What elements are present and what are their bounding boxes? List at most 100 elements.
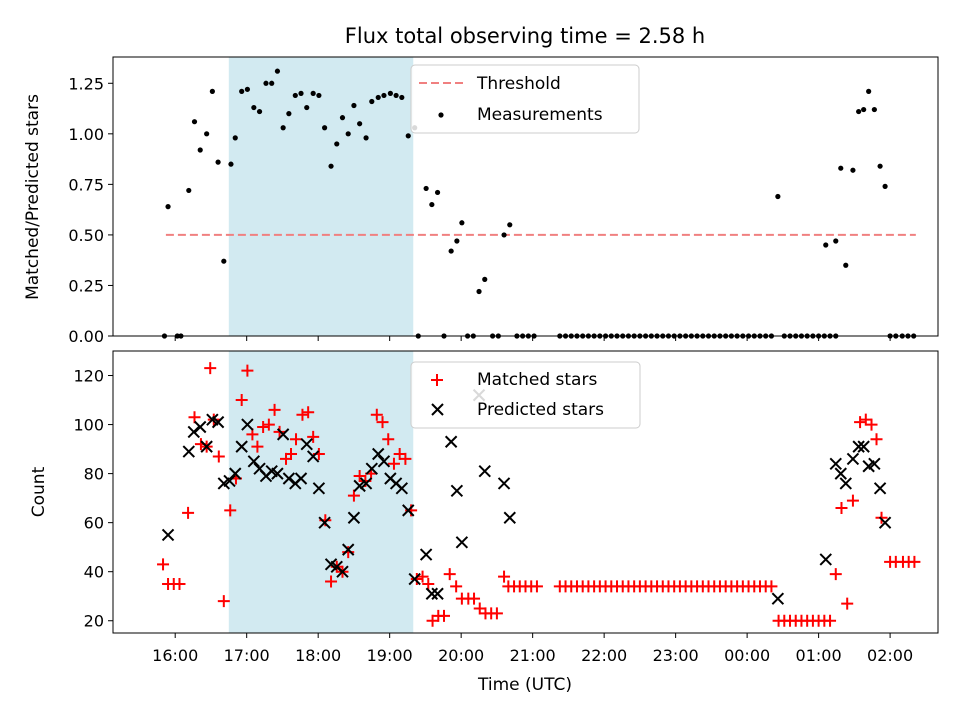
predicted-point — [455, 536, 469, 549]
predicted-point — [839, 477, 852, 490]
measurement-point — [423, 185, 429, 192]
x-tick-label: 17:00 — [224, 646, 270, 665]
measurement-point — [501, 232, 507, 238]
measurement-point — [459, 220, 465, 226]
top-axes-frame — [112, 56, 939, 337]
bottom-y-axis: 20 40 60 80 100 120 — [73, 367, 113, 631]
measurement-point — [186, 187, 192, 194]
measurement-point — [292, 92, 298, 99]
measurement-point — [328, 163, 334, 169]
predicted-point — [425, 587, 439, 600]
top-x-ticks — [174, 336, 891, 341]
matched-point — [829, 568, 842, 581]
y-tick-label: 1.25 — [68, 74, 104, 93]
measurement-point — [877, 163, 883, 169]
predicted-point — [868, 457, 881, 471]
measurement-point — [256, 108, 263, 115]
ratio-panel: 0.00 0.25 0.50 0.75 1.00 1.25 Matched/Predict… — [23, 56, 939, 346]
matched-point — [251, 440, 264, 453]
predicted-point — [503, 511, 516, 524]
matched-point — [908, 555, 921, 568]
predicted-point — [235, 440, 248, 453]
measurement-point — [215, 159, 221, 165]
measurement-point — [251, 104, 257, 111]
measurement-point — [263, 80, 269, 86]
measurement-point — [833, 238, 839, 244]
matched-point — [450, 580, 463, 593]
matched-point — [490, 607, 503, 620]
measurement-point — [866, 88, 872, 94]
predicted-points — [161, 388, 892, 605]
measurement-point — [239, 88, 245, 94]
matched-point — [824, 614, 837, 627]
measurement-point — [448, 248, 454, 254]
predicted-point — [873, 482, 887, 495]
predicted-point — [241, 418, 254, 431]
matched-point — [182, 506, 195, 519]
predicted-point — [312, 482, 326, 495]
measurement-point — [339, 115, 346, 121]
predicted-point — [300, 437, 313, 451]
matched-point — [302, 406, 315, 419]
matched-point — [382, 433, 395, 446]
measurement-point — [316, 92, 322, 99]
measurement-point — [843, 262, 849, 268]
legend-predicted-swatch — [431, 403, 444, 416]
measurement-point — [850, 167, 856, 173]
measurement-point — [856, 108, 862, 115]
matched-point — [204, 362, 217, 375]
predicted-point — [247, 455, 261, 468]
predicted-point — [182, 445, 195, 458]
measurement-point — [304, 104, 310, 111]
predicted-point — [336, 565, 349, 578]
matched-point — [443, 568, 456, 581]
predicted-point — [857, 440, 870, 453]
matched-point — [262, 418, 275, 431]
measurement-point — [375, 94, 381, 101]
y-tick-label: 100 — [73, 416, 104, 435]
predicted-point — [282, 472, 296, 485]
measurement-point — [345, 131, 351, 137]
predicted-point — [276, 428, 290, 441]
matched-point — [410, 573, 423, 586]
matched-points — [157, 362, 921, 627]
measurement-point — [454, 238, 460, 244]
measurement-point — [507, 222, 513, 228]
matched-point — [530, 580, 543, 593]
legend-measurement-label: Measurements — [477, 105, 603, 125]
predicted-point — [200, 440, 213, 453]
top-legend-box — [410, 64, 640, 134]
matched-point — [865, 418, 878, 431]
matched-point — [765, 580, 778, 593]
measurement-point — [381, 92, 387, 99]
measurement-point — [274, 68, 281, 74]
predicted-point — [294, 472, 308, 485]
legend-threshold-label: Threshold — [476, 74, 561, 94]
predicted-point — [497, 477, 511, 490]
x-tick-label: 18:00 — [295, 646, 341, 665]
measurement-point — [363, 135, 369, 141]
measurement-point — [232, 135, 238, 141]
matched-point — [173, 577, 186, 590]
predicted-point — [372, 447, 385, 461]
x-tick-label: 16:00 — [152, 646, 198, 665]
measurement-point — [165, 204, 171, 210]
bottom-y-axis-title: Count — [29, 466, 49, 517]
count-panel: 20 40 60 80 100 120 16:00 17:00 18:00 19:00 20:00… — [29, 350, 939, 695]
predicted-point — [846, 452, 860, 466]
matched-point — [438, 609, 451, 622]
predicted-point — [819, 553, 832, 566]
measurement-point — [298, 90, 304, 96]
matched-point — [468, 592, 481, 605]
measurement-point — [191, 119, 198, 125]
bottom-legend: Matched stars Predicted stars — [410, 361, 641, 429]
predicted-point — [419, 548, 433, 561]
measurement-point — [434, 189, 441, 196]
matched-point — [212, 450, 225, 463]
matched-point — [370, 408, 383, 421]
x-tick-label: 02:00 — [867, 646, 913, 665]
measurement-point — [286, 111, 292, 117]
matched-point — [235, 394, 248, 407]
measurement-point — [871, 106, 877, 113]
predicted-point — [271, 467, 284, 480]
